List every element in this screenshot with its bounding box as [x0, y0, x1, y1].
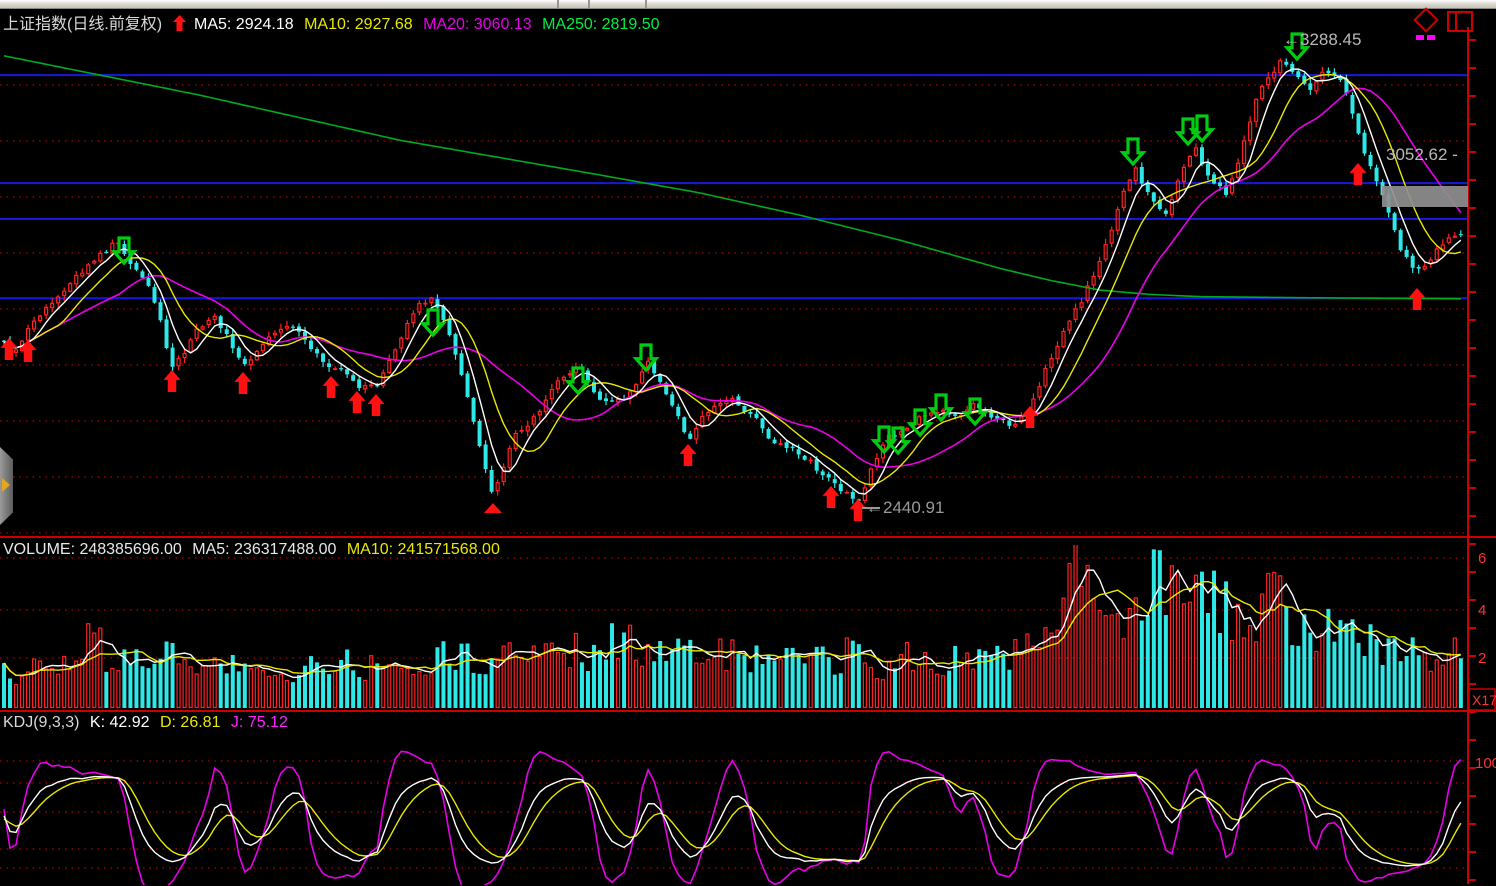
- kdj-k-value: K: 42.92: [89, 714, 150, 731]
- expand-panel-tab[interactable]: [0, 447, 13, 525]
- kdj-j-value: J: 75.12: [230, 714, 288, 731]
- volume-ma10-value: MA10: 241571568.00: [346, 541, 500, 558]
- ma20-value: MA20: 3060.13: [423, 16, 532, 33]
- volume-pane-legend: VOLUME: 248385696.00 MA5: 236317488.00 M…: [3, 541, 506, 559]
- svg-text:X17: X17: [1472, 692, 1496, 708]
- toolbar-edge: [0, 0, 1496, 9]
- volume-value: VOLUME: 248385696.00: [3, 541, 182, 558]
- ma10-value: MA10: 2927.68: [304, 16, 413, 33]
- expand-panel-icon: [2, 478, 10, 492]
- svg-text:2: 2: [1478, 650, 1486, 667]
- svg-text:6: 6: [1478, 550, 1486, 567]
- svg-text:4: 4: [1478, 602, 1486, 619]
- axis-selection-box: [1382, 186, 1468, 207]
- toolbar-separator: [645, 0, 647, 8]
- marker-dash-icon: [1427, 35, 1435, 40]
- price-pane-legend: 上证指数(日线.前复权) MA5: 2924.18 MA10: 2927.68 …: [3, 10, 665, 34]
- toolbar-separator: [588, 0, 590, 8]
- kdj-d-value: D: 26.81: [159, 714, 221, 731]
- kdj-name: KDJ(9,3,3): [3, 714, 80, 731]
- volume-ma5-value: MA5: 236317488.00: [192, 541, 337, 558]
- toolbar-separator: [557, 0, 559, 8]
- annotation-low-price: ←2440.91: [866, 498, 945, 517]
- kdj-pane-legend: KDJ(9,3,3) K: 42.92 D: 26.81 J: 75.12: [3, 714, 294, 732]
- ma250-value: MA250: 2819.50: [542, 16, 660, 33]
- svg-text:100: 100: [1475, 755, 1496, 772]
- marker-dash-icon: [1416, 35, 1424, 40]
- ma5-value: MA5: 2924.18: [194, 16, 294, 33]
- annotation-right-price: 3052.62 -: [1386, 145, 1458, 164]
- up-arrow-icon: [172, 15, 186, 33]
- annotation-high-price: ←3288.45: [1283, 30, 1362, 49]
- instrument-title: 上证指数(日线.前复权): [3, 16, 163, 33]
- window-split-icon[interactable]: [1447, 11, 1473, 32]
